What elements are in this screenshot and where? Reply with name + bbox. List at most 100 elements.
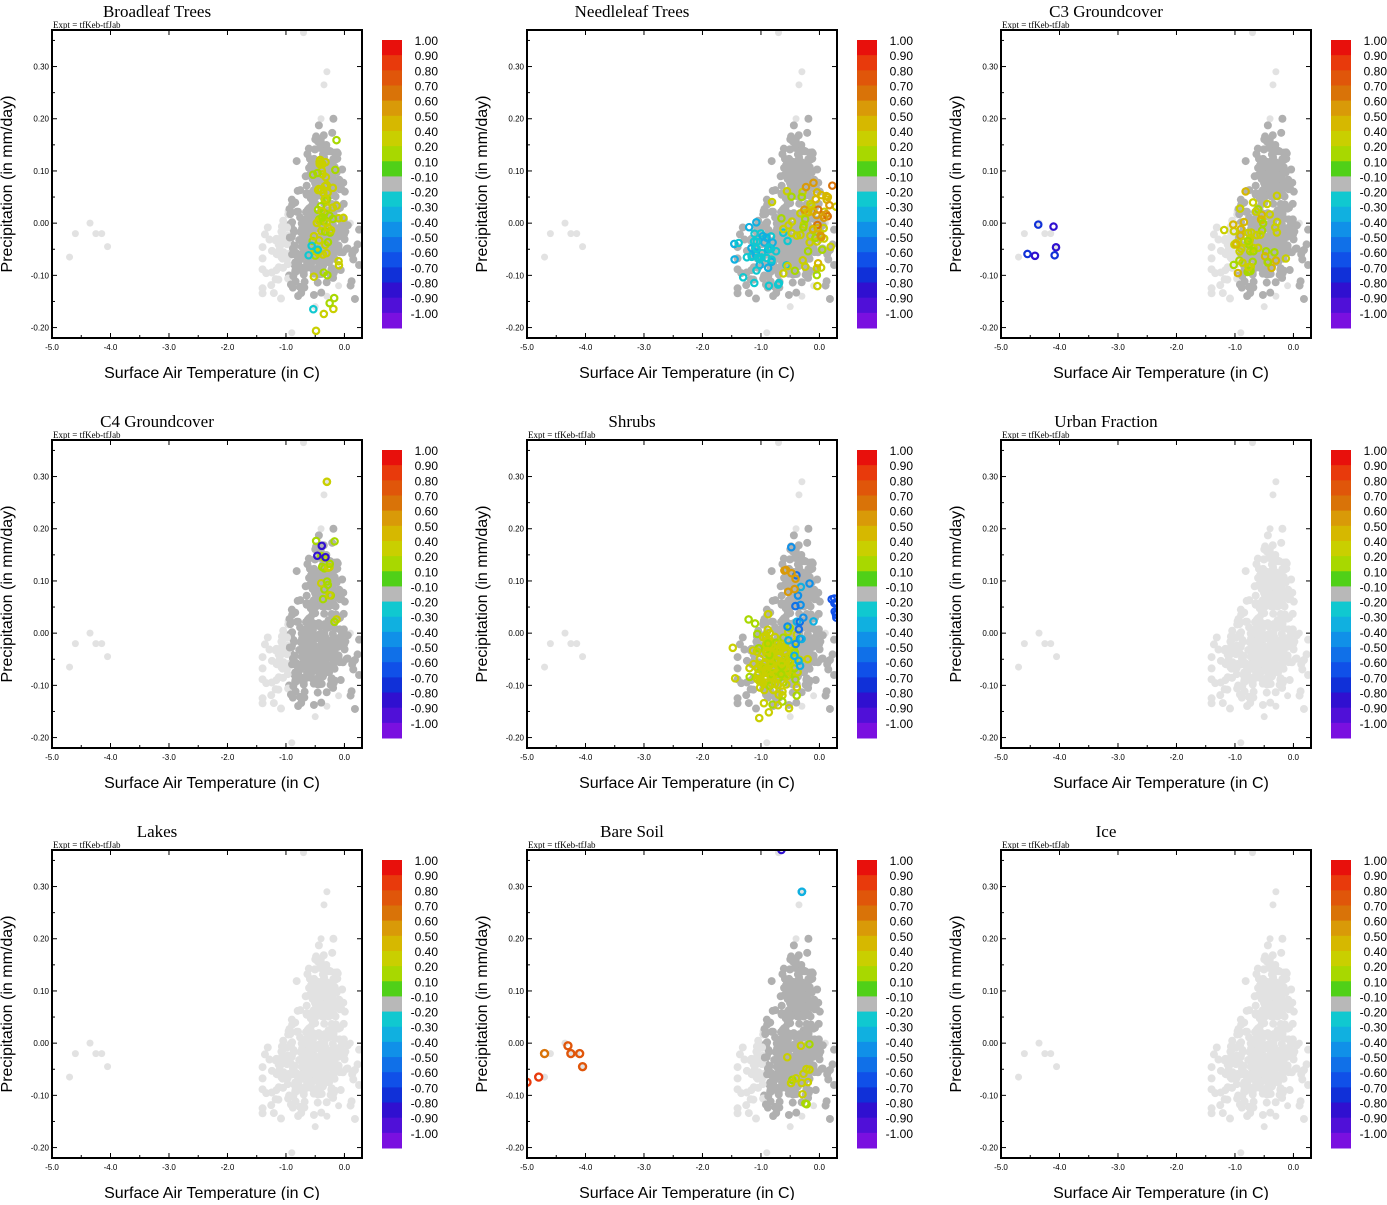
y-tick-label: -0.10 (31, 681, 50, 690)
point (318, 525, 325, 532)
point (259, 254, 267, 262)
colorbar-swatch (382, 85, 402, 101)
point (1260, 145, 1268, 153)
point (304, 262, 312, 270)
colorbar-swatch (857, 511, 877, 527)
colorbar-swatch (857, 632, 877, 648)
colorbar-label: -0.20 (411, 1006, 439, 1020)
colorbar-label: 0.90 (890, 49, 914, 63)
x-tick-label: -1.0 (279, 753, 293, 762)
point (1015, 664, 1022, 671)
colorbar-swatch (382, 1012, 402, 1028)
point (319, 1002, 327, 1010)
x-tick-label: -4.0 (104, 753, 118, 762)
point (328, 1020, 336, 1028)
point (786, 145, 794, 153)
y-tick-label: 0.10 (33, 167, 49, 176)
point (795, 901, 802, 908)
colorbar-swatch (1331, 298, 1351, 314)
point (745, 699, 753, 707)
point (291, 1062, 299, 1070)
colorbar-swatch (382, 996, 402, 1012)
point (302, 1028, 310, 1036)
point (277, 705, 285, 713)
y-tick-label: -0.10 (31, 271, 50, 280)
point (1277, 674, 1285, 682)
colorbar-label: -0.40 (411, 1036, 439, 1050)
point (287, 208, 295, 216)
point (1300, 295, 1308, 303)
point-colored (735, 240, 741, 246)
y-tick-label: 0.20 (508, 525, 524, 534)
colorbar-label: -0.50 (886, 231, 914, 245)
colorbar-swatch (382, 480, 402, 496)
point (807, 641, 815, 649)
point (1284, 282, 1291, 289)
point (1236, 618, 1244, 626)
point (777, 582, 785, 590)
point (330, 634, 338, 642)
point (327, 649, 335, 657)
point-colored (1024, 251, 1030, 257)
colorbar-swatch (1331, 161, 1351, 177)
point (1269, 610, 1277, 618)
colorbar-swatch (1331, 176, 1351, 192)
colorbar-label: -0.90 (886, 292, 914, 306)
point (784, 200, 792, 208)
point (335, 282, 342, 289)
point (66, 254, 73, 261)
point (1251, 618, 1259, 626)
point (309, 1036, 317, 1044)
colorbar-label: 0.10 (415, 975, 439, 989)
colorbar-swatch (382, 1103, 402, 1119)
point (782, 576, 790, 584)
point (579, 243, 586, 250)
colorbar-swatch (382, 176, 402, 192)
point (310, 1111, 318, 1119)
colorbar: 1.000.900.800.700.600.500.400.200.10-0.1… (382, 34, 438, 329)
colorbar-label: -1.00 (1360, 307, 1387, 321)
x-tick-label: -5.0 (520, 753, 534, 762)
point (327, 1059, 335, 1067)
colorbar: 1.000.900.800.700.600.500.400.200.10-0.1… (857, 34, 913, 329)
colorbar-label: -0.10 (411, 580, 439, 594)
x-tick-label: -4.0 (104, 1163, 118, 1172)
point (1259, 270, 1267, 278)
point (1259, 291, 1267, 299)
point (1251, 582, 1259, 590)
point (777, 172, 785, 180)
y-tick-label: 0.30 (982, 63, 998, 72)
point (268, 678, 276, 686)
point (293, 157, 301, 165)
point (72, 1050, 79, 1057)
y-tick-label: -0.10 (980, 271, 999, 280)
point (311, 145, 319, 153)
colorbar-swatch (1331, 556, 1351, 572)
point (320, 81, 327, 88)
colorbar-label: 0.80 (415, 884, 439, 898)
y-tick-label: -0.20 (980, 324, 999, 333)
point (799, 162, 807, 170)
colorbar-label: 0.40 (890, 535, 914, 549)
colorbar-label: -0.20 (411, 596, 439, 610)
colorbar-label: -0.10 (886, 170, 914, 184)
point (288, 739, 295, 746)
colorbar-swatch (382, 860, 402, 876)
point (745, 289, 753, 297)
point (310, 680, 318, 688)
scatter-points (524, 847, 839, 1156)
point (813, 631, 821, 639)
point (804, 684, 812, 692)
point (66, 664, 73, 671)
colorbar-swatch (382, 723, 402, 739)
y-tick-label: 0.30 (33, 883, 49, 892)
point (288, 1149, 295, 1156)
y-axis-label: Precipitation (in mm/day) (474, 506, 491, 683)
panel-title: Broadleaf Trees (103, 2, 211, 21)
point (1287, 221, 1295, 229)
colorbar-label: 0.80 (415, 474, 439, 488)
point (277, 651, 285, 659)
point (279, 1046, 287, 1054)
point (1259, 565, 1267, 573)
